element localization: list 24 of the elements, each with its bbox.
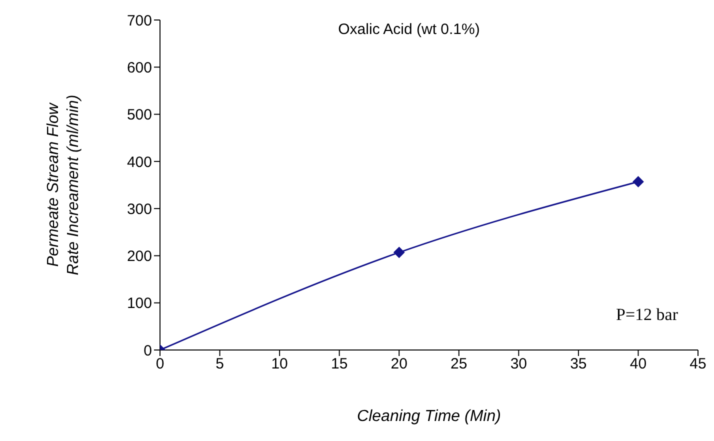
x-tick-label: 10 xyxy=(271,356,288,373)
x-tick-label: 45 xyxy=(690,356,706,373)
point xyxy=(632,176,644,188)
y-tick-label: 0 xyxy=(144,342,152,360)
x-tick-label: 20 xyxy=(390,356,408,373)
point xyxy=(394,246,405,258)
chart-title: Oxalic Acid (wt 0.1%) xyxy=(338,21,480,38)
x-tick-label: 0 xyxy=(156,356,164,373)
x-tick-label: 15 xyxy=(330,356,348,373)
x-tick-label: 5 xyxy=(216,356,224,373)
y-axis-title: Permeate Stream Flow Rate Increament (ml/min) xyxy=(45,94,82,276)
y-tick-label: 100 xyxy=(126,295,152,312)
y-tick-label: 200 xyxy=(126,248,152,266)
y-tick-label: 700 xyxy=(126,12,152,30)
y-tick-label: 300 xyxy=(126,200,152,218)
x-tick-label: 35 xyxy=(570,356,587,373)
x-axis-title: Cleaning Time (Min) xyxy=(357,408,501,425)
y-tick-label: 500 xyxy=(126,106,152,124)
y-tick-label: 600 xyxy=(126,59,152,76)
x-tick-label: 25 xyxy=(450,356,468,373)
annotation: P=12 bar xyxy=(616,305,678,324)
x-tick-label: 40 xyxy=(630,356,647,373)
x-tick-label: 30 xyxy=(510,356,528,373)
y-tick-label: 400 xyxy=(126,154,152,171)
